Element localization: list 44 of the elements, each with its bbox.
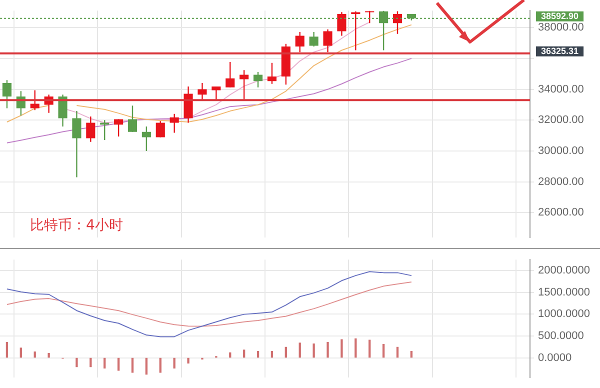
bar <box>20 348 22 358</box>
bar <box>76 358 78 368</box>
y-tick-label: 38000.00 <box>538 22 584 34</box>
bar <box>368 340 371 358</box>
bar <box>187 358 190 364</box>
bar <box>159 358 162 373</box>
bar <box>90 358 92 368</box>
y-tick-label: 34000.00 <box>538 83 584 96</box>
y-tick-label: 32000.00 <box>538 114 584 126</box>
bar <box>340 339 343 358</box>
candlestick <box>128 105 138 132</box>
y-tick-label: 26000.00 <box>538 206 584 219</box>
bar <box>382 344 385 358</box>
y-tick-label: 500.0000 <box>538 330 584 342</box>
bar <box>354 338 357 358</box>
y-tick-label: 30000.00 <box>538 145 584 158</box>
bar <box>410 351 413 358</box>
candlestick <box>114 118 124 138</box>
bar <box>104 358 106 369</box>
y-tick-label: 0.0000 <box>538 352 572 364</box>
bar <box>145 358 148 375</box>
y-tick-label: 1500.0000 <box>538 286 590 298</box>
annotation: 比特币：4小时 <box>30 217 123 234</box>
candlestick <box>142 126 151 152</box>
ref-line-label: 38592.90 <box>541 10 579 21</box>
bar <box>243 350 246 358</box>
bar <box>48 352 50 358</box>
y-tick-label: 28000.00 <box>538 176 584 188</box>
bar <box>34 352 36 358</box>
y-tick-label: 1000.0000 <box>538 308 590 320</box>
ref-line-label: 36325.31 <box>541 46 579 56</box>
bar <box>131 358 134 373</box>
bar <box>312 343 315 358</box>
bar <box>326 342 329 358</box>
bar <box>270 351 274 358</box>
bar <box>284 346 287 358</box>
bar <box>6 342 8 358</box>
y-tick-label: 2000.0000 <box>538 264 590 277</box>
bar <box>173 358 176 369</box>
bar <box>396 346 399 358</box>
bar <box>256 351 260 358</box>
candlestick <box>295 31 304 53</box>
bar <box>298 342 301 358</box>
bar <box>117 358 120 371</box>
